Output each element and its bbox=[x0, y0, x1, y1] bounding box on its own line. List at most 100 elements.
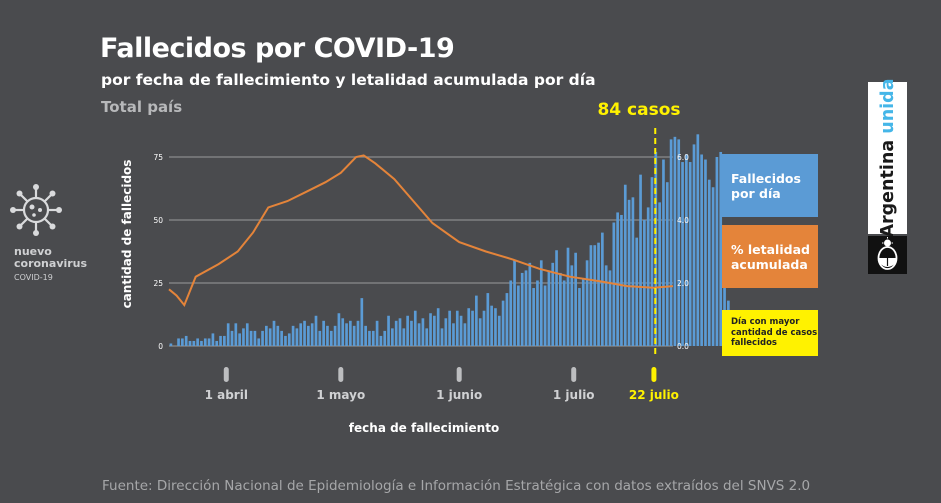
bar bbox=[559, 272, 562, 346]
bar bbox=[685, 154, 688, 346]
bar bbox=[307, 325, 310, 346]
y-tick-label: 50 bbox=[153, 216, 163, 225]
bar bbox=[692, 144, 696, 346]
bar bbox=[604, 265, 608, 346]
bar bbox=[249, 330, 253, 346]
legend-max-day: Día con mayor cantidad de casos fallecid… bbox=[722, 310, 818, 356]
bar bbox=[268, 328, 272, 346]
bar bbox=[234, 323, 238, 346]
x-tick-mark bbox=[338, 367, 344, 382]
scope-label: Total país bbox=[101, 98, 183, 116]
bar bbox=[196, 338, 199, 346]
bar bbox=[707, 179, 711, 346]
bar bbox=[203, 338, 207, 346]
bar bbox=[265, 325, 268, 346]
bar bbox=[383, 330, 387, 346]
bar bbox=[635, 237, 639, 346]
bar bbox=[627, 199, 631, 346]
legend-max-day-label: Día con mayor cantidad de casos fallecid… bbox=[731, 317, 818, 349]
bar bbox=[436, 308, 440, 346]
bar bbox=[341, 318, 345, 346]
virus-icon bbox=[10, 184, 62, 236]
bar bbox=[364, 325, 367, 346]
bar bbox=[623, 184, 627, 346]
bar bbox=[261, 330, 264, 346]
bar bbox=[326, 325, 329, 346]
bar bbox=[433, 315, 436, 346]
bar bbox=[394, 320, 398, 346]
legend-deaths: Fallecidos por día bbox=[722, 154, 818, 217]
highlight-marker: 84 casos bbox=[597, 100, 681, 356]
bar bbox=[589, 245, 593, 346]
bar bbox=[440, 328, 444, 346]
bar bbox=[421, 318, 425, 346]
bar bbox=[700, 154, 703, 346]
bar bbox=[509, 280, 513, 346]
bar bbox=[524, 270, 528, 346]
bar bbox=[329, 330, 333, 346]
bar bbox=[318, 330, 322, 346]
bar bbox=[669, 139, 673, 346]
bar bbox=[379, 335, 383, 346]
bar bbox=[459, 315, 463, 346]
bar bbox=[368, 330, 371, 346]
bar bbox=[497, 315, 501, 346]
bar bbox=[631, 197, 635, 346]
bar bbox=[211, 333, 215, 346]
bar bbox=[310, 323, 314, 346]
bar bbox=[715, 157, 719, 346]
y2-tick-label: 4.0 bbox=[677, 216, 689, 225]
bar bbox=[665, 182, 669, 346]
bar bbox=[673, 136, 677, 346]
brand-word-2: unida bbox=[877, 78, 898, 134]
bar bbox=[299, 323, 303, 346]
bar bbox=[501, 300, 505, 346]
x-axis-label: fecha de fallecimiento bbox=[349, 421, 499, 435]
logo-line-2: coronavirus bbox=[14, 257, 88, 270]
y-tick-label: 25 bbox=[153, 279, 163, 288]
x-tick-mark bbox=[651, 367, 657, 382]
argentina-crest-icon bbox=[868, 236, 907, 274]
bar bbox=[543, 285, 547, 346]
bar bbox=[230, 330, 234, 346]
bar bbox=[207, 338, 211, 346]
bar bbox=[242, 328, 245, 346]
bar bbox=[662, 159, 665, 346]
bar bbox=[444, 318, 448, 346]
bar bbox=[570, 265, 574, 346]
bar bbox=[238, 333, 241, 346]
y-tick-label: 0 bbox=[158, 342, 163, 351]
bar bbox=[413, 310, 417, 346]
bar bbox=[650, 177, 654, 346]
y2-tick-label: 6.0 bbox=[677, 153, 689, 162]
bar bbox=[616, 212, 619, 346]
logo-line-3: COVID-19 bbox=[14, 273, 53, 282]
x-tick-label: 1 abril bbox=[205, 388, 248, 402]
bar bbox=[532, 288, 535, 346]
bar bbox=[402, 328, 406, 346]
bar bbox=[704, 159, 707, 346]
bar bbox=[547, 270, 551, 346]
bar bbox=[696, 134, 700, 346]
bar bbox=[711, 187, 715, 346]
bar bbox=[352, 325, 356, 346]
bar bbox=[646, 207, 650, 346]
bar bbox=[520, 272, 524, 346]
bar bbox=[639, 174, 642, 346]
bar bbox=[574, 252, 577, 346]
bar bbox=[181, 338, 184, 346]
bar bbox=[467, 308, 471, 346]
lethality-line bbox=[168, 154, 674, 308]
bar bbox=[478, 318, 482, 346]
bar bbox=[371, 330, 375, 346]
bar bbox=[448, 310, 451, 346]
bar bbox=[398, 318, 402, 346]
bar bbox=[169, 343, 173, 346]
bar bbox=[192, 340, 196, 346]
bar bbox=[719, 151, 723, 346]
x-tick-label: 22 julio bbox=[629, 388, 679, 402]
bar bbox=[280, 330, 283, 346]
legend-lethality-label: % letalidad acumulada bbox=[731, 241, 810, 272]
y2-tick-label: 2.0 bbox=[677, 279, 689, 288]
